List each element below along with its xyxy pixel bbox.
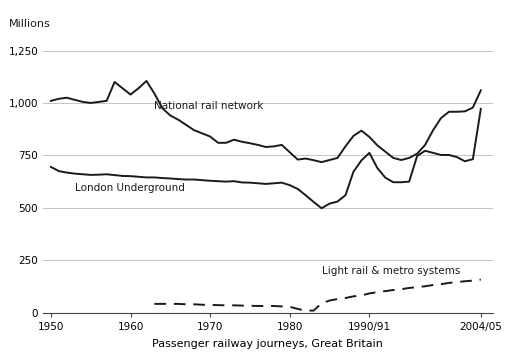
Text: Light rail & metro systems: Light rail & metro systems — [322, 266, 460, 276]
Text: National rail network: National rail network — [155, 101, 264, 111]
X-axis label: Passenger railway journeys, Great Britain: Passenger railway journeys, Great Britai… — [153, 339, 383, 349]
Text: London Underground: London Underground — [75, 183, 185, 193]
Text: Millions: Millions — [9, 19, 51, 29]
